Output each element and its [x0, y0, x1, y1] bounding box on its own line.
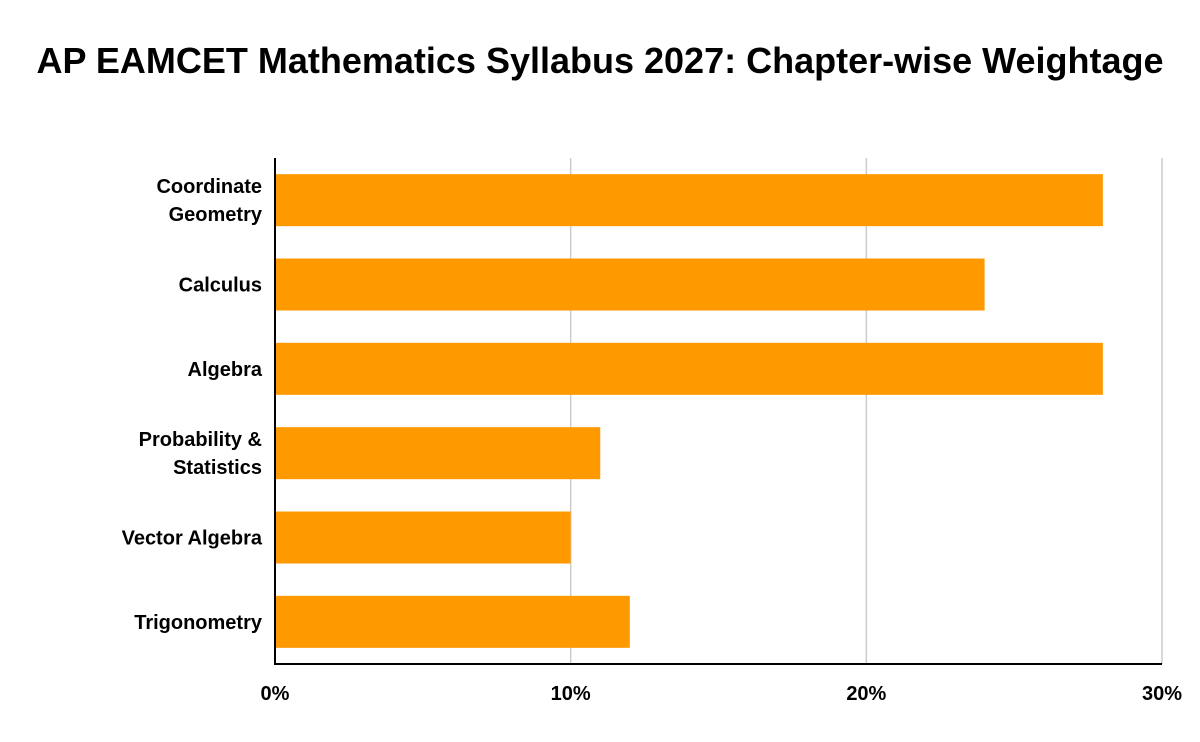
bar	[275, 342, 1103, 395]
x-tick-label: 30%	[1142, 683, 1182, 705]
category-label: Trigonometry	[134, 612, 263, 634]
category-label: Vector Algebra	[122, 528, 263, 550]
bar	[275, 174, 1103, 227]
x-tick-label: 20%	[846, 683, 886, 705]
bar	[275, 595, 630, 648]
category-label: Calculus	[179, 275, 262, 297]
chart-title: AP EAMCET Mathematics Syllabus 2027: Cha…	[36, 40, 1164, 81]
category-label: Coordinate Geometry	[156, 176, 262, 226]
x-tick-label: 0%	[261, 683, 290, 705]
bar	[275, 427, 601, 480]
bar	[275, 511, 571, 564]
category-label: Probability & Statistics	[139, 429, 262, 479]
bar	[275, 258, 985, 311]
x-tick-label: 10%	[551, 683, 591, 705]
category-label: Algebra	[188, 359, 263, 381]
